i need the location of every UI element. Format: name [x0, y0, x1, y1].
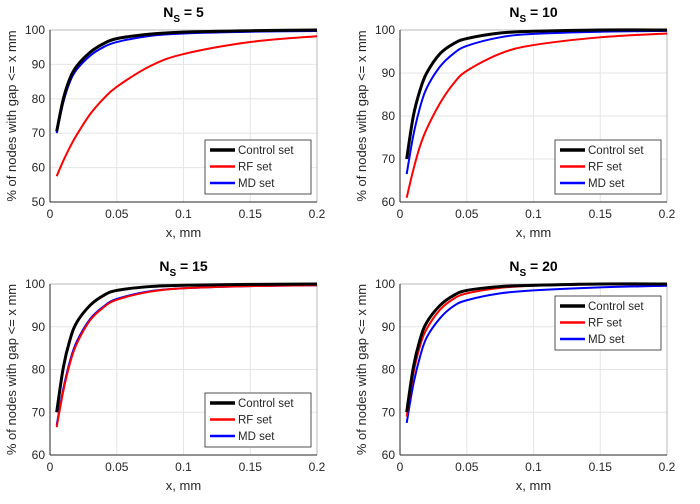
x-tick-label: 0.15 — [239, 460, 263, 474]
y-axis-label: % of nodes with gap <= x mm — [4, 30, 19, 201]
x-tick-label: 0.15 — [239, 207, 263, 221]
series-line-md-set — [405, 29, 668, 175]
legend: Control set RF set MD set — [554, 295, 662, 351]
y-tick-label: 70 — [382, 152, 396, 166]
legend: Control set RF set MD set — [204, 392, 312, 448]
y-axis-label: % of nodes with gap <= x mm — [354, 30, 369, 201]
subplot-title: NS = 15 — [159, 258, 208, 279]
y-tick-label: 70 — [32, 126, 46, 140]
title-subscript: S — [173, 14, 180, 25]
plot-border — [399, 29, 668, 203]
legend-label: Control set — [238, 398, 294, 410]
legend: Control set RF set MD set — [554, 139, 662, 195]
y-axis-label: % of nodes with gap <= x mm — [4, 284, 19, 455]
y-tick-label: 100 — [25, 23, 45, 37]
x-axis-label: x, mm — [516, 225, 551, 240]
y-tick-label: 60 — [382, 195, 396, 209]
title-rest: = 15 — [176, 258, 208, 274]
series-line-control-set — [405, 282, 668, 413]
x-tick-label: 0 — [397, 460, 404, 474]
legend-label: RF set — [238, 415, 273, 427]
subplot-title: NS = 5 — [163, 4, 204, 25]
subplot-1: 0 0.05 0.1 0.15 0.2 50 60 70 80 90 100 x, mm % of no… — [4, 4, 326, 240]
x-tick-label: 0 — [47, 460, 54, 474]
y-tick-label: 70 — [32, 405, 46, 419]
x-axis-label: x, mm — [516, 478, 551, 493]
subplot-3: 0 0.05 0.1 0.15 0.2 60 70 80 90 100 x, mm % of node… — [4, 258, 326, 493]
legend-label: RF set — [588, 162, 623, 174]
y-tick-label: 90 — [32, 57, 46, 71]
x-axis-label: x, mm — [166, 225, 201, 240]
plot-border — [49, 283, 318, 456]
subplot-title: NS = 20 — [509, 258, 558, 279]
series-line-rf-set — [55, 35, 318, 177]
legend-label: MD set — [588, 178, 625, 190]
title-rest: = 5 — [180, 4, 204, 20]
subplot-2: 0 0.05 0.1 0.15 0.2 60 70 80 90 100 x, mm % of node… — [354, 4, 676, 240]
y-tick-label: 80 — [382, 109, 396, 123]
title-main: N — [509, 258, 519, 274]
legend-label: Control set — [238, 145, 294, 157]
title-subscript: S — [519, 268, 526, 279]
y-tick-label: 100 — [25, 277, 45, 291]
legend-label: RF set — [238, 162, 273, 174]
series-line-rf-set — [55, 284, 318, 428]
x-tick-label: 0 — [397, 207, 404, 221]
legend-label: Control set — [588, 145, 644, 157]
legend-label: MD set — [238, 431, 275, 443]
legend-label: RF set — [588, 318, 623, 330]
title-main: N — [159, 258, 169, 274]
y-axis-label: % of nodes with gap <= x mm — [354, 284, 369, 455]
x-tick-label: 0.05 — [105, 207, 129, 221]
x-axis-label: x, mm — [166, 478, 201, 493]
x-tick-label: 0.1 — [525, 207, 542, 221]
plot-border — [399, 283, 668, 456]
title-main: N — [163, 4, 173, 20]
series-line-control-set — [55, 282, 318, 413]
y-tick-label: 100 — [375, 277, 395, 291]
y-tick-label: 80 — [32, 363, 46, 377]
legend-label: MD set — [588, 334, 625, 346]
x-tick-label: 0 — [47, 207, 54, 221]
y-tick-label: 90 — [32, 320, 46, 334]
x-tick-label: 0.05 — [455, 460, 479, 474]
y-tick-label: 80 — [382, 363, 396, 377]
y-tick-label: 60 — [382, 448, 396, 462]
plot-border — [49, 29, 318, 203]
x-tick-label: 0.2 — [309, 460, 326, 474]
x-tick-label: 0.1 — [175, 207, 192, 221]
series-line-control-set — [55, 28, 318, 132]
x-tick-label: 0.1 — [175, 460, 192, 474]
subplot-4: 0 0.05 0.1 0.15 0.2 60 70 80 90 100 x, mm % of node… — [354, 258, 676, 493]
x-tick-label: 0.2 — [659, 460, 676, 474]
legend-label: Control set — [588, 301, 644, 313]
series-line-rf-set — [405, 32, 668, 198]
y-tick-label: 70 — [382, 405, 396, 419]
y-tick-label: 60 — [32, 161, 46, 175]
series-line-control-set — [405, 28, 668, 160]
legend-label: MD set — [238, 178, 275, 190]
legend: Control set RF set MD set — [204, 139, 312, 195]
title-subscript: S — [519, 14, 526, 25]
x-tick-label: 0.05 — [105, 460, 129, 474]
subplot-title: NS = 10 — [509, 4, 558, 25]
x-tick-label: 0.05 — [455, 207, 479, 221]
title-rest: = 20 — [526, 258, 558, 274]
x-tick-label: 0.15 — [589, 460, 613, 474]
title-rest: = 10 — [526, 4, 558, 20]
title-subscript: S — [169, 268, 176, 279]
y-tick-label: 100 — [375, 23, 395, 37]
title-main: N — [509, 4, 519, 20]
x-tick-label: 0.2 — [659, 207, 676, 221]
y-tick-label: 80 — [32, 92, 46, 106]
y-tick-label: 90 — [382, 320, 396, 334]
x-tick-label: 0.1 — [525, 460, 542, 474]
series-line-md-set — [405, 284, 668, 424]
y-tick-label: 90 — [382, 66, 396, 80]
x-tick-label: 0.2 — [309, 207, 326, 221]
x-tick-label: 0.15 — [589, 207, 613, 221]
y-tick-label: 50 — [32, 195, 46, 209]
y-tick-label: 60 — [32, 448, 46, 462]
